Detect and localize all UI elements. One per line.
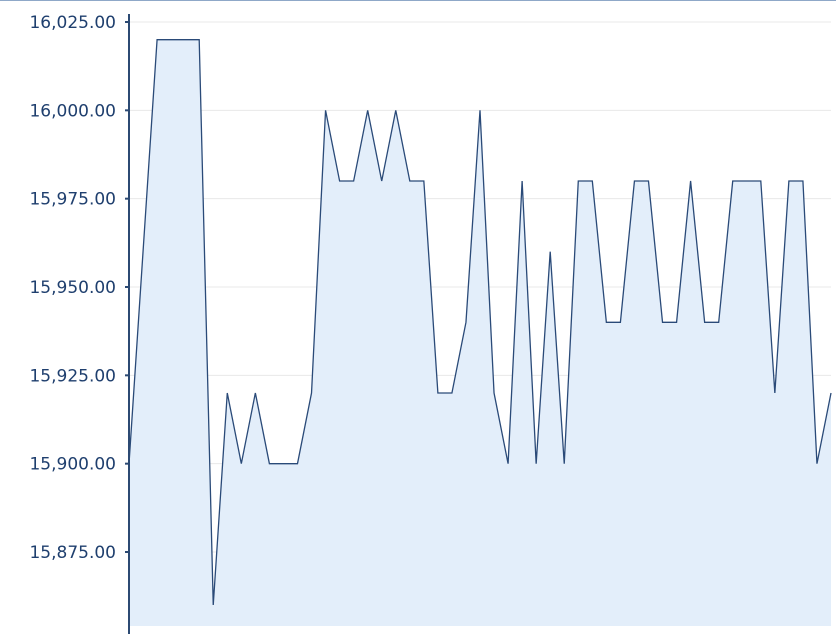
y-tick-label: 15,950.00 xyxy=(29,278,116,298)
series-line xyxy=(128,39,832,606)
y-tick-label: 15,975.00 xyxy=(29,190,116,210)
y-tick-label: 15,875.00 xyxy=(29,543,116,563)
y-tick-label: 15,925.00 xyxy=(29,366,116,386)
y-tick-label: 16,025.00 xyxy=(29,13,116,33)
series-line-group xyxy=(128,39,832,606)
y-tick-label: 16,000.00 xyxy=(29,101,116,121)
series-area-group xyxy=(129,39,831,626)
series-area xyxy=(129,39,831,626)
y-tick-labels: 16,025.00 16,000.00 15,975.00 15,950.00 15,9… xyxy=(29,13,116,563)
y-tick-label: 15,900.00 xyxy=(29,455,116,475)
y-axis xyxy=(125,14,130,634)
